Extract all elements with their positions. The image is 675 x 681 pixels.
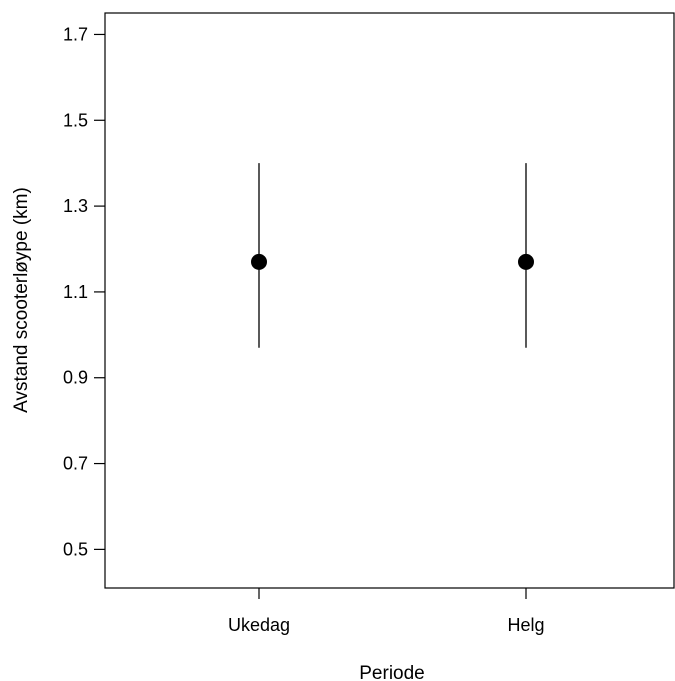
x-tick-label: Ukedag	[228, 615, 290, 635]
data-point	[518, 253, 534, 270]
x-axis: Ukedag Helg	[228, 588, 545, 635]
y-tick-label: 0.9	[63, 368, 88, 388]
data-marks	[251, 163, 534, 348]
x-axis-title: Periode	[359, 663, 425, 681]
y-tick-label: 0.7	[63, 454, 88, 474]
y-axis-title: Avstand scooterløype (km)	[11, 187, 32, 413]
x-tick-label: Helg	[507, 615, 544, 635]
y-tick-label: 1.3	[63, 196, 88, 216]
y-axis: 0.5 0.7 0.9 1.1 1.3 1.5 1.7	[63, 24, 105, 559]
y-tick-label: 1.7	[63, 24, 88, 44]
y-tick-label: 1.5	[63, 110, 88, 130]
y-tick-label: 0.5	[63, 539, 88, 559]
plot-area-frame	[104, 12, 675, 589]
data-point	[251, 253, 267, 270]
y-tick-label: 1.1	[63, 282, 88, 302]
